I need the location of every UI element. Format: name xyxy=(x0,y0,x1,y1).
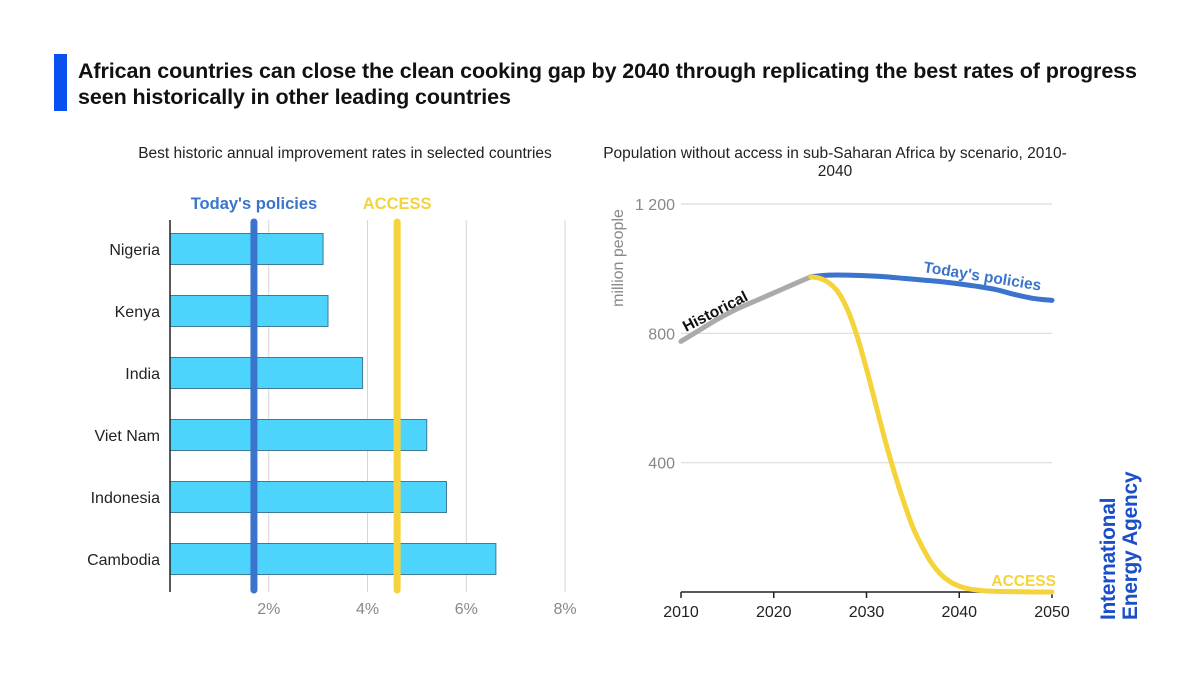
series-label: ACCESS xyxy=(991,573,1056,590)
x-tick-label: 2030 xyxy=(849,604,885,621)
page-title: African countries can close the clean co… xyxy=(78,59,1137,109)
series-line xyxy=(808,272,1055,303)
category-label: Kenya xyxy=(115,304,160,321)
category-label: Indonesia xyxy=(91,490,160,507)
x-tick-label: 6% xyxy=(455,601,478,618)
series-line xyxy=(808,274,1055,595)
y-tick-label: 800 xyxy=(648,326,675,343)
y-axis-title: million people xyxy=(610,209,627,307)
bar-chart: 2% 4% 6% 8% Nigeria Kenya India Viet Nam Indones… xyxy=(87,195,577,618)
bar xyxy=(169,233,324,265)
x-tick-label: 2010 xyxy=(663,604,699,621)
y-tick-label: 1 200 xyxy=(635,197,675,214)
reference-line-label: Today's policies xyxy=(191,195,318,213)
category-label: Viet Nam xyxy=(94,428,160,445)
x-tick-label: 2% xyxy=(257,601,280,618)
title-accent-bar xyxy=(54,54,67,111)
iea-logo-line2: Energy Agency xyxy=(1119,471,1142,620)
bar xyxy=(169,295,329,327)
bar xyxy=(169,543,497,575)
iea-logo: International Energy Agency xyxy=(1097,471,1142,620)
reference-line-label: ACCESS xyxy=(363,195,432,213)
x-tick-label: 8% xyxy=(553,601,576,618)
series-line xyxy=(678,274,814,344)
category-label: Nigeria xyxy=(109,242,160,259)
x-tick-label: 4% xyxy=(356,601,379,618)
category-label: India xyxy=(125,366,160,383)
bar xyxy=(169,357,364,389)
x-tick-label: 2040 xyxy=(941,604,977,621)
x-tick-label: 2020 xyxy=(756,604,792,621)
left-chart-title: Best historic annual improvement rates i… xyxy=(138,145,552,162)
series-label: Historical xyxy=(680,288,751,335)
bar xyxy=(169,481,447,513)
x-tick-label: 2050 xyxy=(1034,604,1070,621)
right-chart-title: Population without access in sub-Saharan… xyxy=(603,145,1067,180)
line-chart: 400 800 1 200 million people 2010 2020 2030 204… xyxy=(610,197,1070,621)
bar xyxy=(169,419,428,451)
category-label: Cambodia xyxy=(87,552,160,569)
iea-logo-line1: International xyxy=(1097,497,1120,620)
y-tick-label: 400 xyxy=(648,456,675,473)
